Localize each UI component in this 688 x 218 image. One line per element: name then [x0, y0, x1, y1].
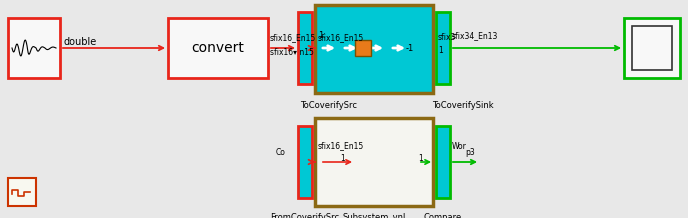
Text: sfix16_En15: sfix16_En15 — [318, 141, 364, 150]
Bar — [8, 178, 36, 206]
Text: sfix16_En15: sfix16_En15 — [270, 34, 316, 43]
Text: sfix34_En13: sfix34_En13 — [452, 31, 498, 41]
Bar — [632, 26, 672, 70]
Text: Co: Co — [276, 148, 286, 157]
Text: Subsystem_vnl: Subsystem_vnl — [343, 213, 406, 218]
Text: convert: convert — [191, 41, 244, 55]
Bar — [436, 126, 450, 198]
Text: -1: -1 — [406, 44, 414, 53]
Bar — [315, 5, 433, 93]
Text: sfix3: sfix3 — [438, 34, 456, 43]
Text: 1: 1 — [340, 153, 345, 162]
Text: 1: 1 — [438, 46, 443, 54]
Text: Wor: Wor — [452, 141, 467, 150]
Bar — [315, 118, 433, 206]
Text: p3: p3 — [465, 148, 475, 157]
Text: sfix16▾ n15: sfix16▾ n15 — [270, 48, 314, 56]
Bar — [436, 12, 450, 84]
Text: double: double — [64, 37, 97, 47]
Text: 1:: 1: — [318, 31, 326, 41]
Bar — [298, 12, 312, 84]
Text: ToCoverifySink: ToCoverifySink — [432, 101, 493, 110]
Text: ToCoverifySrc: ToCoverifySrc — [300, 101, 357, 110]
Bar — [355, 40, 371, 56]
Bar — [298, 126, 312, 198]
Text: FromCoverifySrc: FromCoverifySrc — [270, 213, 340, 218]
Text: Compare: Compare — [424, 213, 462, 218]
Bar — [168, 18, 268, 78]
Text: sfix16_En15: sfix16_En15 — [318, 34, 364, 43]
Bar — [8, 18, 60, 78]
Bar — [624, 18, 680, 78]
Text: 1: 1 — [418, 153, 422, 162]
